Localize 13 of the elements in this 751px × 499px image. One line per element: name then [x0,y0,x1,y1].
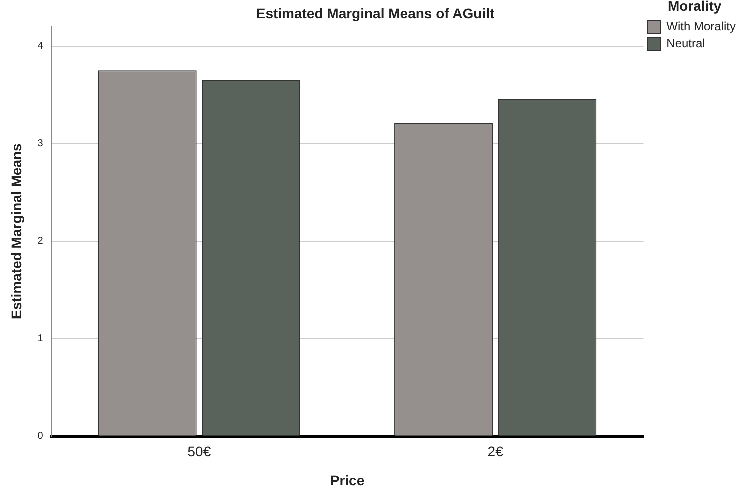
y-axis-title: Estimated Marginal Means [8,143,24,320]
y-tick-label: 0 [38,431,44,442]
x-tick-label: 50€ [188,444,212,460]
y-tick-label: 1 [38,334,44,345]
legend-label: Neutral [666,36,706,51]
y-tick-label: 2 [38,236,44,248]
y-tick-label: 4 [38,41,44,52]
y-tick-label: 3 [38,138,44,150]
chart-title: Estimated Marginal Means of AGuilt [256,5,495,22]
x-tick-label: 2€ [488,444,504,460]
legend-label: With Morality [666,20,736,34]
x-axis-title: Price [330,472,365,488]
legend-title: Morality [668,0,722,14]
